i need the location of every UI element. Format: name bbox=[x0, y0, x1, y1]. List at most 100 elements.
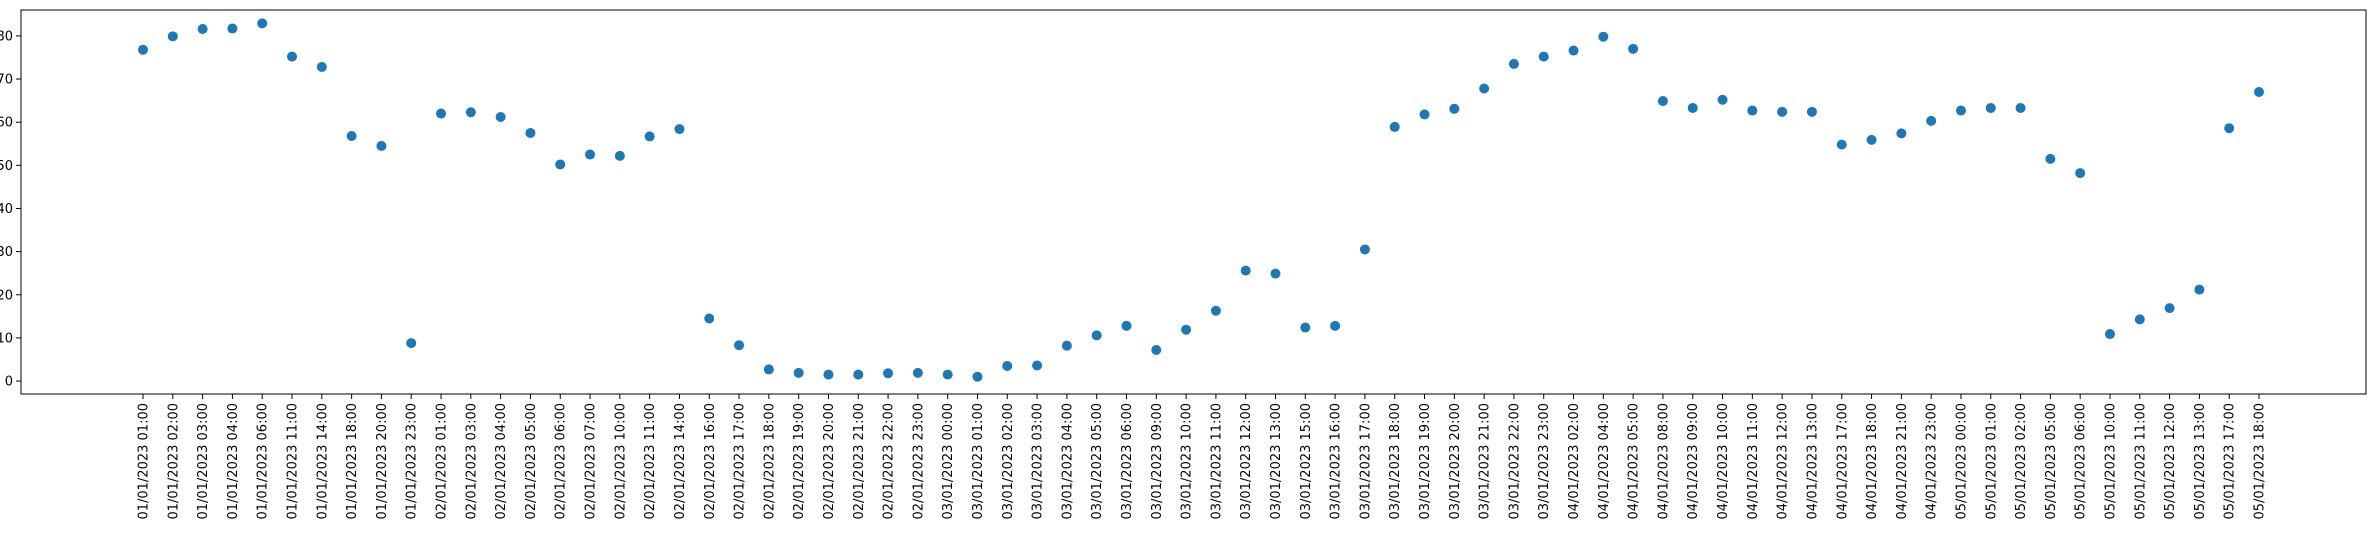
data-point bbox=[1121, 320, 1132, 331]
x-tick-label: 03/01/2023 20:00 bbox=[1448, 403, 1463, 520]
data-point bbox=[644, 131, 655, 142]
data-point bbox=[1002, 360, 1013, 371]
data-point bbox=[1836, 139, 1847, 150]
x-tick-label: 02/01/2023 11:00 bbox=[643, 403, 658, 520]
data-point bbox=[793, 367, 804, 378]
x-tick-label: 05/01/2023 17:00 bbox=[2223, 403, 2238, 520]
x-tick-label: 05/01/2023 02:00 bbox=[2014, 403, 2029, 520]
data-point bbox=[1806, 106, 1817, 117]
x-axis: 01/01/2023 01:00 01/01/2023 02:00 01/01/20… bbox=[137, 394, 2268, 520]
data-point bbox=[1032, 360, 1043, 371]
x-tick-label: 04/01/2023 04:00 bbox=[1597, 403, 1612, 520]
x-tick-label: 01/01/2023 23:00 bbox=[405, 403, 420, 520]
x-tick-label: 02/01/2023 21:00 bbox=[852, 403, 867, 520]
x-tick-label: 04/01/2023 08:00 bbox=[1656, 403, 1671, 520]
x-tick-label: 01/01/2023 04:00 bbox=[226, 403, 241, 520]
x-tick-label: 02/01/2023 16:00 bbox=[703, 403, 718, 520]
data-point bbox=[167, 31, 178, 42]
data-point bbox=[316, 61, 327, 72]
data-point bbox=[406, 338, 417, 349]
x-tick-label: 02/01/2023 03:00 bbox=[464, 403, 479, 520]
x-tick-label: 02/01/2023 06:00 bbox=[554, 403, 569, 520]
x-tick-label: 04/01/2023 18:00 bbox=[1865, 403, 1880, 520]
data-point bbox=[1687, 102, 1698, 113]
data-point bbox=[287, 51, 298, 62]
x-tick-label: 02/01/2023 23:00 bbox=[911, 403, 926, 520]
data-point bbox=[1300, 322, 1311, 333]
data-point bbox=[1598, 31, 1609, 42]
x-tick-label: 03/01/2023 16:00 bbox=[1329, 403, 1344, 520]
x-tick-label: 02/01/2023 10:00 bbox=[613, 403, 628, 520]
data-point bbox=[1240, 265, 1251, 276]
x-tick-label: 05/01/2023 11:00 bbox=[2133, 403, 2148, 520]
data-point bbox=[1061, 340, 1072, 351]
data-point bbox=[1926, 115, 1937, 126]
y-tick-label: 50 bbox=[0, 159, 13, 174]
x-tick-label: 04/01/2023 10:00 bbox=[1716, 403, 1731, 520]
data-point bbox=[1508, 58, 1519, 69]
data-point bbox=[376, 140, 387, 151]
x-tick-label: 04/01/2023 09:00 bbox=[1686, 403, 1701, 520]
data-point bbox=[525, 127, 536, 138]
data-point bbox=[138, 44, 148, 55]
x-tick-label: 01/01/2023 02:00 bbox=[166, 403, 181, 520]
data-point bbox=[1747, 105, 1758, 116]
data-point bbox=[704, 313, 715, 324]
x-tick-label: 03/01/2023 09:00 bbox=[1150, 403, 1165, 520]
data-point bbox=[942, 369, 953, 380]
x-tick-label: 03/01/2023 06:00 bbox=[1120, 403, 1135, 520]
data-point bbox=[2134, 314, 2145, 325]
data-point bbox=[2104, 329, 2115, 340]
data-point bbox=[1717, 94, 1728, 105]
x-tick-label: 05/01/2023 01:00 bbox=[1984, 403, 1999, 520]
data-point bbox=[465, 107, 476, 118]
x-tick-label: 04/01/2023 12:00 bbox=[1776, 403, 1791, 520]
y-tick-label: 10 bbox=[0, 331, 13, 346]
x-tick-label: 02/01/2023 05:00 bbox=[524, 403, 539, 520]
data-point bbox=[1330, 320, 1341, 331]
x-tick-label: 04/01/2023 23:00 bbox=[1925, 403, 1940, 520]
x-tick-label: 05/01/2023 05:00 bbox=[2044, 403, 2059, 520]
x-tick-label: 04/01/2023 11:00 bbox=[1746, 403, 1761, 520]
data-point bbox=[1955, 105, 1966, 116]
x-tick-label: 03/01/2023 03:00 bbox=[1031, 403, 1046, 520]
data-point bbox=[1270, 268, 1281, 279]
data-point bbox=[257, 18, 268, 29]
data-point bbox=[912, 367, 923, 378]
data-point bbox=[2194, 284, 2205, 295]
x-tick-label: 01/01/2023 18:00 bbox=[345, 403, 360, 520]
plot-area bbox=[20, 9, 2367, 395]
x-tick-label: 02/01/2023 19:00 bbox=[792, 403, 807, 520]
x-tick-label: 04/01/2023 17:00 bbox=[1835, 403, 1850, 520]
x-tick-label: 02/01/2023 20:00 bbox=[822, 403, 837, 520]
y-tick-label: 70 bbox=[0, 73, 13, 88]
y-tick-label: 0 bbox=[5, 375, 13, 390]
x-tick-label: 02/01/2023 18:00 bbox=[762, 403, 777, 520]
x-tick-label: 01/01/2023 06:00 bbox=[256, 403, 271, 520]
x-tick-label: 03/01/2023 10:00 bbox=[1180, 403, 1195, 520]
plot-frame bbox=[20, 9, 2367, 395]
x-tick-label: 03/01/2023 01:00 bbox=[971, 403, 986, 520]
data-point bbox=[674, 124, 685, 135]
data-point bbox=[197, 23, 208, 34]
x-tick-label: 01/01/2023 11:00 bbox=[286, 403, 301, 520]
y-tick-label: 30 bbox=[0, 245, 13, 260]
data-point bbox=[823, 369, 834, 380]
x-tick-label: 04/01/2023 05:00 bbox=[1627, 403, 1642, 520]
x-tick-label: 05/01/2023 18:00 bbox=[2253, 403, 2268, 520]
data-point bbox=[1568, 45, 1579, 56]
x-tick-label: 05/01/2023 10:00 bbox=[2103, 403, 2118, 520]
x-tick-label: 02/01/2023 17:00 bbox=[733, 403, 748, 520]
data-point bbox=[1181, 324, 1192, 335]
x-tick-label: 02/01/2023 22:00 bbox=[882, 403, 897, 520]
x-tick-label: 02/01/2023 07:00 bbox=[584, 403, 599, 520]
x-tick-label: 03/01/2023 11:00 bbox=[1209, 403, 1224, 520]
y-tick-label: 80 bbox=[0, 29, 13, 44]
data-point bbox=[1449, 103, 1460, 114]
x-tick-label: 04/01/2023 13:00 bbox=[1805, 403, 1820, 520]
y-axis: 0 10 20 30 40 50 60 70 80 bbox=[0, 29, 21, 390]
y-tick-label: 40 bbox=[0, 202, 13, 217]
data-point bbox=[2224, 123, 2235, 134]
x-tick-label: 05/01/2023 13:00 bbox=[2193, 403, 2208, 520]
